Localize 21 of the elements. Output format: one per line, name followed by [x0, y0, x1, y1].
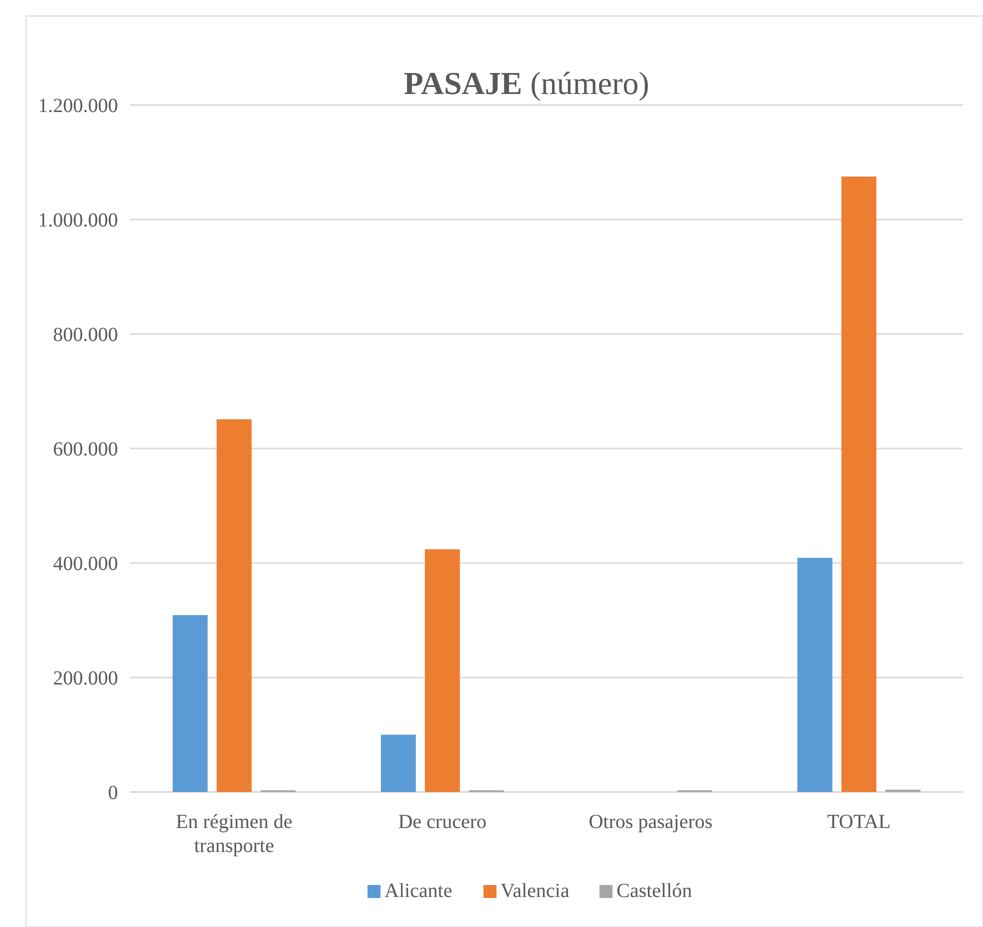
y-tick-label: 800.000: [53, 324, 118, 346]
y-tick-label: 1.000.000: [38, 210, 118, 232]
y-tick-label: 600.000: [53, 438, 118, 460]
x-tick-label: En régimen de transporte: [176, 811, 293, 857]
y-tick-label: 0: [108, 782, 118, 804]
x-tick-label: Otros pasajeros: [588, 811, 713, 833]
bar: [797, 558, 832, 792]
y-tick-label: 200.000: [53, 668, 118, 690]
x-tick-label: TOTAL: [827, 811, 891, 833]
bar: [380, 734, 416, 792]
legend-label: Alicante: [384, 880, 452, 902]
y-tick-label: 400.000: [53, 553, 118, 575]
bar: [172, 615, 208, 792]
y-tick-label: 1.200.000: [38, 95, 118, 117]
x-tick-label: De crucero: [398, 811, 487, 833]
bar: [841, 176, 876, 792]
chart-title: PASAJE (número): [404, 65, 650, 101]
legend-label: Valencia: [500, 880, 570, 902]
bar: [216, 419, 252, 792]
bar: [424, 549, 460, 792]
legend-label: Castellón: [616, 880, 692, 902]
